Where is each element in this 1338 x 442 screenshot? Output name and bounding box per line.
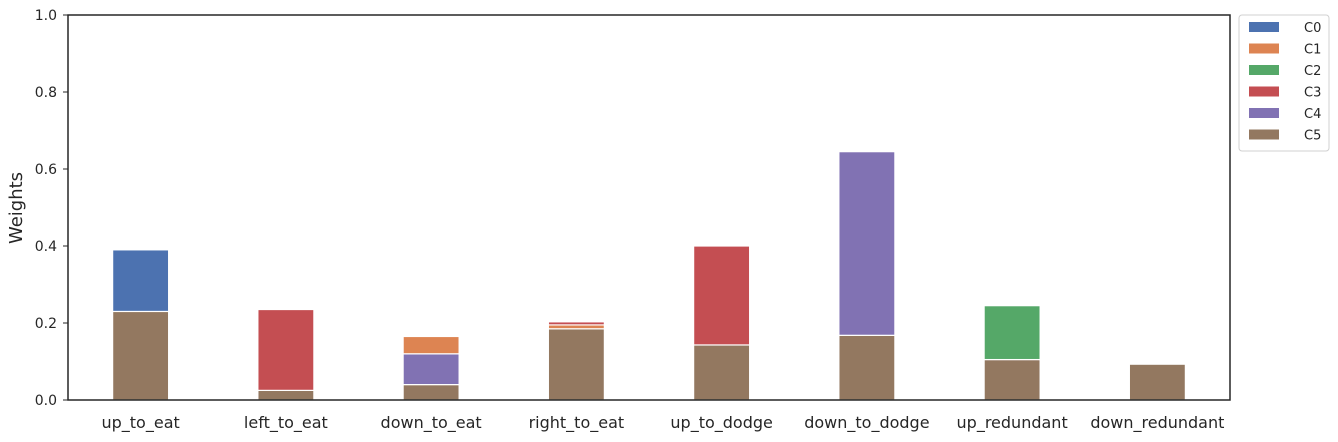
bar-c5-up-redundant <box>983 358 1041 401</box>
plot-frame <box>67 14 1231 401</box>
x-tick-label: up_to_eat <box>101 413 179 433</box>
bar-c5-down-redundant <box>1128 363 1186 401</box>
legend-label-c4: C4 <box>1304 107 1321 122</box>
legend-label-c5: C5 <box>1304 129 1321 144</box>
y-axis: 0.0 0.2 0.4 0.6 0.8 1.0 <box>35 8 68 409</box>
x-axis: up_to_eat left_to_eat down_to_eat right_to_… <box>101 413 1224 433</box>
bar-c5-up-to-dodge <box>693 344 751 401</box>
bar-c0-up-to-eat <box>112 249 170 313</box>
bar-c5-up-to-eat <box>112 310 170 401</box>
y-tick-label: 0.2 <box>35 316 57 332</box>
bar-c3-up-to-dodge <box>693 245 751 346</box>
x-tick-label: up_to_dodge <box>670 413 772 433</box>
legend-label-c2: C2 <box>1304 64 1321 79</box>
legend-swatch-c1 <box>1249 43 1279 54</box>
y-tick-label: 1.0 <box>35 8 57 24</box>
bar-c4-down-to-dodge <box>838 151 896 336</box>
legend: C0 C1 C2 C3 C4 C5 <box>1238 14 1330 152</box>
bar-c5-right-to-eat <box>547 328 605 401</box>
legend-label-c0: C0 <box>1304 21 1321 36</box>
legend-swatch-c5 <box>1249 129 1279 140</box>
legend-label-c1: C1 <box>1304 43 1321 58</box>
legend-swatch-c4 <box>1249 108 1279 118</box>
y-axis-label: Weights <box>6 172 27 244</box>
bar-c5-down-to-eat <box>402 384 460 401</box>
x-tick-label: down_to_eat <box>381 413 482 433</box>
legend-swatch-c3 <box>1249 86 1279 97</box>
x-tick-label: down_to_dodge <box>804 413 929 433</box>
bar-c5-left-to-eat <box>257 389 315 401</box>
bar-c5-down-to-dodge <box>838 334 896 401</box>
y-tick-label: 0.0 <box>35 393 57 409</box>
legend-label-c3: C3 <box>1304 86 1321 101</box>
bar-c3-right-to-eat <box>547 321 605 326</box>
x-tick-label: right_to_eat <box>529 413 625 433</box>
y-tick-label: 0.8 <box>35 85 57 101</box>
legend-swatch-c2 <box>1249 65 1279 75</box>
bar-c1-down-to-eat <box>402 335 460 355</box>
x-tick-label: up_redundant <box>957 413 1068 433</box>
bar-c4-down-to-eat <box>402 353 460 386</box>
bar-c3-left-to-eat <box>257 308 315 391</box>
x-tick-label: down_redundant <box>1090 413 1224 433</box>
bar-c2-up-redundant <box>983 305 1041 361</box>
legend-swatch-c0 <box>1249 22 1279 32</box>
y-tick-label: 0.4 <box>35 239 57 255</box>
y-tick-label: 0.6 <box>35 162 57 178</box>
bars-group <box>112 151 1186 401</box>
x-tick-label: left_to_eat <box>244 413 328 433</box>
